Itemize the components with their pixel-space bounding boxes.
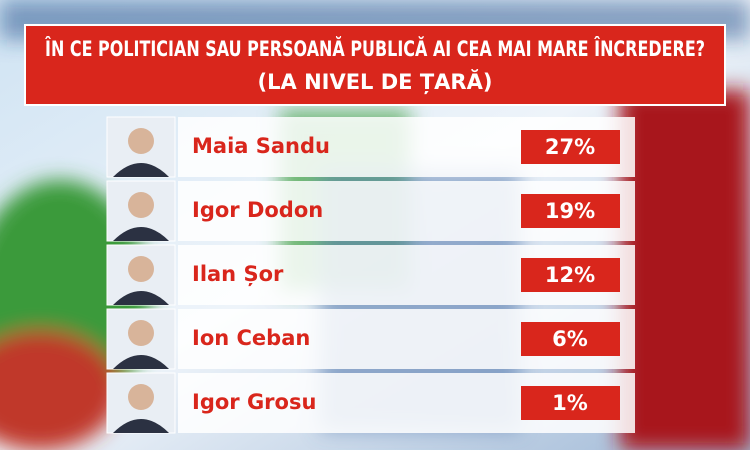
value-box — [521, 386, 620, 420]
candidate-name: Ilan Șor — [192, 262, 284, 286]
candidate-name: Ion Ceban — [192, 326, 310, 350]
photo-body — [113, 163, 169, 177]
chart-subtitle: (LA NIVEL DE ȚARĂ) — [258, 69, 493, 95]
value-box — [521, 130, 620, 164]
photo-head — [128, 128, 154, 154]
candidate-name: Igor Grosu — [192, 390, 316, 414]
photo-head — [128, 192, 154, 218]
photo-head — [128, 320, 154, 346]
photo-head — [128, 384, 154, 410]
value-label: 19% — [545, 199, 595, 223]
photo-body — [113, 419, 169, 433]
candidate-name: Igor Dodon — [192, 198, 323, 222]
chart-title: ÎN CE POLITICIAN SAU PERSOANĂ PUBLICĂ AI… — [45, 36, 705, 61]
value-box — [521, 322, 620, 356]
value-box — [521, 194, 620, 228]
value-label: 6% — [552, 327, 588, 351]
title-banner — [24, 24, 726, 106]
value-label: 27% — [545, 135, 595, 159]
rows: Maia Sandu 27% Igor Dodon 19% Ilan Șor 12% Ion… — [106, 116, 635, 434]
value-box — [521, 258, 620, 292]
value-label: 1% — [552, 391, 588, 415]
photo-body — [113, 355, 169, 369]
photo-head — [128, 256, 154, 282]
candidate-name: Maia Sandu — [192, 134, 330, 158]
photo-body — [113, 291, 169, 305]
value-label: 12% — [545, 263, 595, 287]
photo-body — [113, 227, 169, 241]
